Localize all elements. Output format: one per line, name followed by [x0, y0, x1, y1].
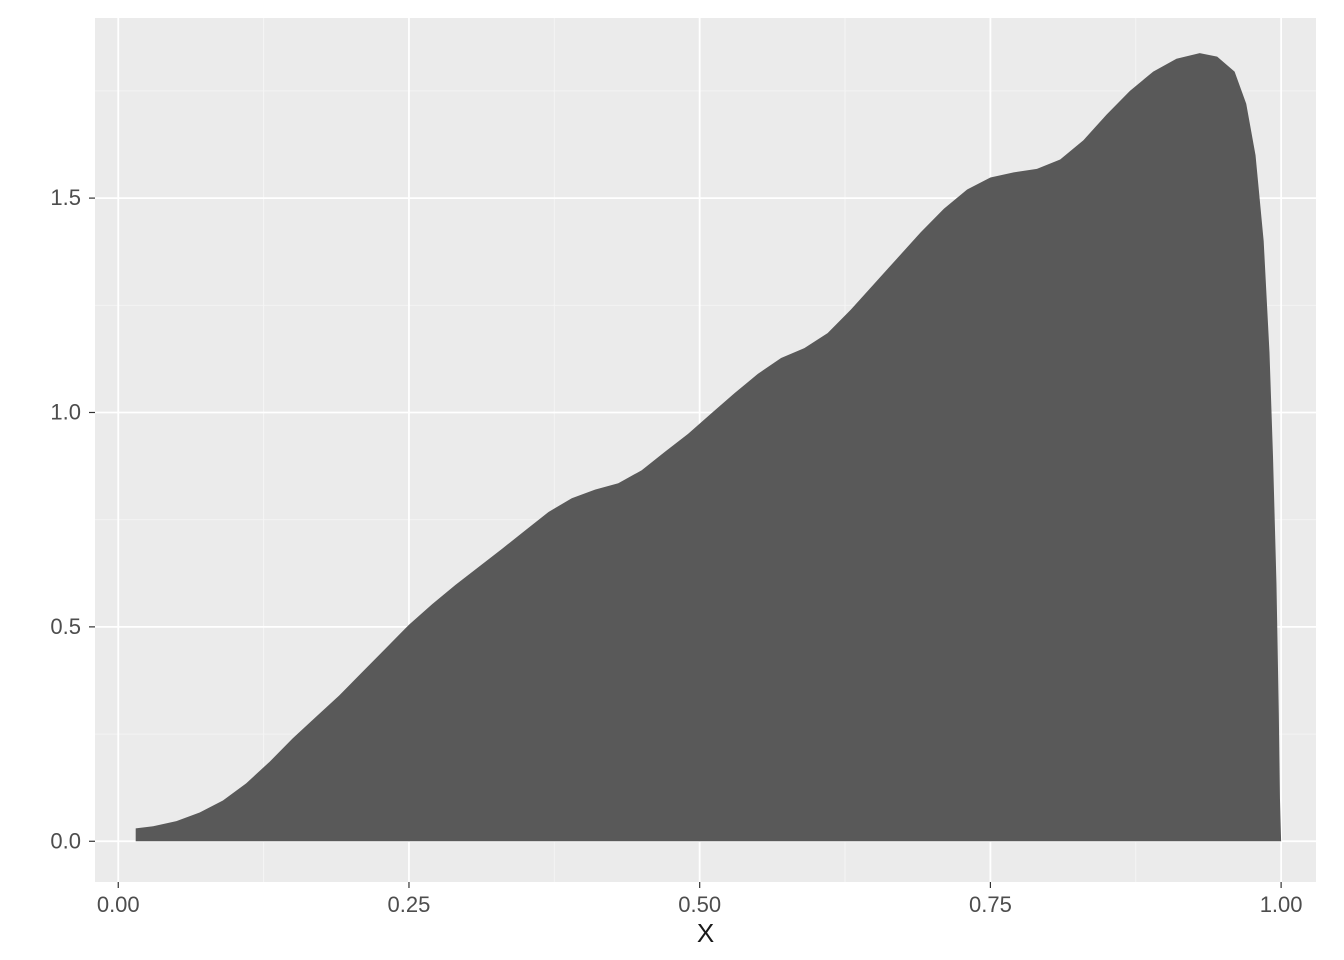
x-tick-label: 0.75: [969, 892, 1012, 917]
chart-svg: 0.00 0.25 0.50 0.75 1.00 0.0 0.5 1.0 1.5 X: [0, 0, 1344, 960]
y-tick-label: 1.5: [50, 185, 81, 210]
y-tick-label: 1.0: [50, 399, 81, 424]
y-tick-label: 0.5: [50, 614, 81, 639]
x-tick-label: 0.50: [678, 892, 721, 917]
y-tick-label: 0.0: [50, 828, 81, 853]
x-tick-label: 0.00: [97, 892, 140, 917]
x-tick-label: 0.25: [388, 892, 431, 917]
x-tick-label: 1.00: [1260, 892, 1303, 917]
x-axis-title: X: [697, 918, 714, 948]
density-chart: 0.00 0.25 0.50 0.75 1.00 0.0 0.5 1.0 1.5 X: [0, 0, 1344, 960]
